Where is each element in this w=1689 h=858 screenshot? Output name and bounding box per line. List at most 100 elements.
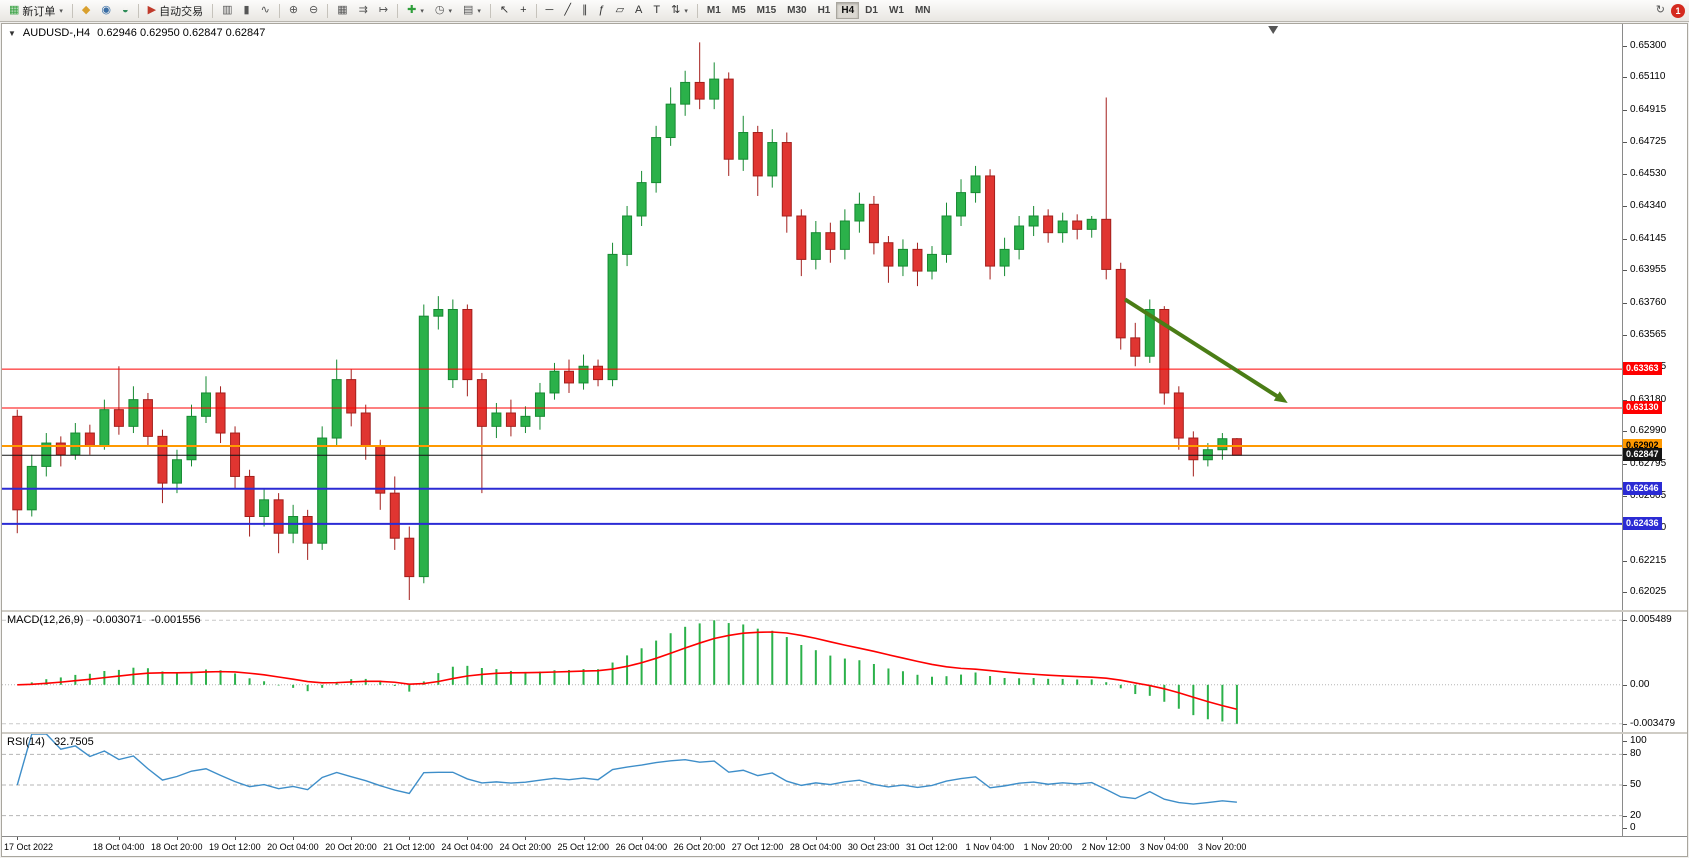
hline-button[interactable]: ─ — [541, 2, 559, 20]
channel-button[interactable]: ∥ — [577, 2, 593, 20]
time-tick — [235, 837, 237, 840]
shapes-button[interactable]: ▱ — [611, 2, 629, 20]
crosshair-button[interactable]: + — [515, 2, 531, 20]
arrows-button[interactable]: ⇅ ▾ — [666, 2, 693, 20]
time-axis-label: 17 Oct 2022 — [4, 842, 54, 852]
autotrading-button[interactable]: ▶ 自动交易 — [143, 2, 208, 20]
resistance-line-tag[interactable]: 0.63363 — [1623, 362, 1662, 376]
templates-button[interactable]: ▤ ▾ — [458, 2, 486, 20]
macd-canvas[interactable] — [2, 612, 1622, 732]
zoom-out-button[interactable]: ⊖ — [304, 2, 323, 20]
chevron-down-icon: ▾ — [684, 7, 688, 15]
time-axis-label: 20 Oct 04:00 — [267, 842, 319, 852]
line-chart-button[interactable]: ∿ — [256, 2, 275, 20]
price-axis-label: 0.64340 — [1630, 199, 1667, 211]
chart-shift-button[interactable]: ↦ — [374, 2, 393, 20]
macd-axis[interactable]: 0.005489 0.00 -0.003479 — [1623, 612, 1687, 732]
time-axis-label: 30 Oct 23:00 — [847, 842, 900, 852]
fibonacci-button[interactable]: ƒ — [593, 2, 609, 20]
timeframe-h4-button[interactable]: H4 — [836, 2, 860, 19]
axis-tick — [1623, 238, 1627, 240]
auto-scroll-button[interactable]: ⇉ — [354, 2, 373, 20]
autotrading-icon: ▶ — [147, 4, 157, 16]
chart-shift-marker[interactable] — [1268, 26, 1279, 34]
tile-windows-button[interactable]: ▦ — [332, 2, 352, 20]
price-axis-label: 0.62795 — [1630, 457, 1667, 469]
notification-badge[interactable]: 1 — [1671, 3, 1685, 18]
hline-icon: ─ — [545, 4, 554, 16]
zoom-in-button[interactable]: ⊕ — [284, 2, 303, 20]
axis-tick — [1623, 302, 1627, 304]
rsi-canvas[interactable] — [2, 734, 1622, 836]
resistance-line-tag[interactable]: 0.63130 — [1623, 400, 1662, 414]
price-chart-panel: ▼ AUDUSD-,H4 0.62946 0.62950 0.62847 0.6… — [2, 24, 1687, 610]
time-tick — [699, 837, 701, 840]
time-tick — [641, 837, 643, 840]
time-tick — [931, 837, 933, 840]
horizontal-lines[interactable] — [2, 368, 1622, 525]
axis-tick — [1623, 174, 1627, 176]
time-axis-label: 24 Oct 20:00 — [499, 842, 551, 852]
price-chart-area[interactable]: ▼ AUDUSD-,H4 0.62946 0.62950 0.62847 0.6… — [2, 24, 1623, 610]
time-axis[interactable]: 17 Oct 2022 18 Oct 04:00 18 Oct 20:00 19 Oc… — [2, 836, 1687, 856]
trendline-button[interactable]: ╱ — [559, 2, 576, 20]
label-button[interactable]: T — [648, 2, 665, 20]
text-button[interactable]: A — [630, 2, 647, 20]
rsi-chart-area[interactable]: RSI(14) 32.7505 — [2, 734, 1623, 836]
current-price-line-tag[interactable]: 0.62847 — [1623, 448, 1662, 462]
timeframe-w1-button[interactable]: W1 — [884, 2, 909, 19]
arrows-icon: ⇅ — [671, 4, 681, 16]
chart-menu-icon[interactable]: ▼ — [8, 28, 16, 38]
timeframe-m30-button[interactable]: M30 — [782, 2, 811, 19]
main-toolbar: ▦ 新订单 ▾ ◆ ◉ ◒ ▶ 自动交易 ▥ ▮ ∿ ⊕ ⊖ ▦ ⇉ ↦ ✚ ▾ ◷ ▾ ▤ ▾ ↖ + ─ ╱ ∥ ƒ ▱ A T ⇅ ▾ M1… — [0, 0, 1689, 22]
timeframe-m15-button[interactable]: M15 — [752, 2, 781, 19]
indicators-button[interactable]: ✚ ▾ — [402, 2, 429, 20]
rsi-axis[interactable]: 100 80 50 20 0 — [1623, 734, 1687, 836]
rsi-axis-label: 100 — [1630, 735, 1647, 746]
macd-name: MACD(12,26,9) — [7, 614, 84, 626]
price-axis[interactable]: 0.65300 0.65110 0.64915 0.64725 0.64530 0.643… — [1623, 24, 1687, 610]
navigator-button[interactable]: ◒ — [117, 2, 134, 20]
axis-tick — [1623, 77, 1627, 79]
candlestick-chart-button[interactable]: ▮ — [239, 2, 255, 20]
price-axis-label: 0.64915 — [1630, 103, 1667, 115]
time-axis-label: 3 Nov 20:00 — [1197, 842, 1247, 852]
timeframe-m5-button[interactable]: M5 — [727, 2, 751, 19]
toolbar-separator — [489, 3, 491, 18]
axis-tick — [1623, 785, 1627, 786]
timeframe-h1-button[interactable]: H1 — [813, 2, 836, 19]
price-axis-label: 0.62215 — [1630, 554, 1667, 566]
axis-tick — [1623, 495, 1627, 497]
timeframe-d1-button[interactable]: D1 — [860, 2, 883, 19]
history-button[interactable]: ↻ — [1651, 2, 1670, 20]
timeframe-mn-button[interactable]: MN — [910, 2, 936, 19]
crosshair-icon: + — [520, 4, 527, 16]
data-window-button[interactable]: ◉ — [96, 2, 116, 20]
chart-shift-icon: ↦ — [378, 4, 389, 16]
macd-chart-area[interactable]: MACD(12,26,9) -0.003071 -0.001556 — [2, 612, 1623, 732]
rsi-axis-label: 0 — [1630, 822, 1636, 833]
timeframe-m1-button[interactable]: M1 — [702, 2, 726, 19]
market-watch-button[interactable]: ◆ — [77, 2, 95, 20]
axis-tick — [1623, 463, 1627, 465]
new-order-icon: ▦ — [9, 4, 20, 16]
support-line-tag[interactable]: 0.62646 — [1623, 481, 1662, 495]
trend-arrow[interactable] — [1124, 297, 1288, 403]
cursor-button[interactable]: ↖ — [495, 2, 514, 20]
support-line-tag[interactable]: 0.62436 — [1623, 516, 1662, 530]
price-axis-label: 0.63760 — [1630, 296, 1667, 308]
time-tick — [351, 837, 353, 840]
new-order-button[interactable]: ▦ 新订单 ▾ — [4, 2, 68, 20]
candlesticks — [12, 42, 1242, 600]
price-chart-canvas[interactable] — [2, 24, 1622, 610]
time-tick — [757, 837, 759, 840]
axis-tick — [1623, 815, 1627, 817]
time-axis-label: 3 Nov 04:00 — [1139, 842, 1189, 852]
periods-button[interactable]: ◷ ▾ — [430, 2, 457, 20]
time-tick — [409, 837, 411, 840]
time-tick — [293, 837, 295, 840]
macd-signal-line — [17, 631, 1238, 711]
macd-axis-label: 0.005489 — [1630, 614, 1672, 626]
bar-chart-button[interactable]: ▥ — [217, 2, 237, 20]
macd-axis-label: -0.003479 — [1630, 717, 1676, 729]
